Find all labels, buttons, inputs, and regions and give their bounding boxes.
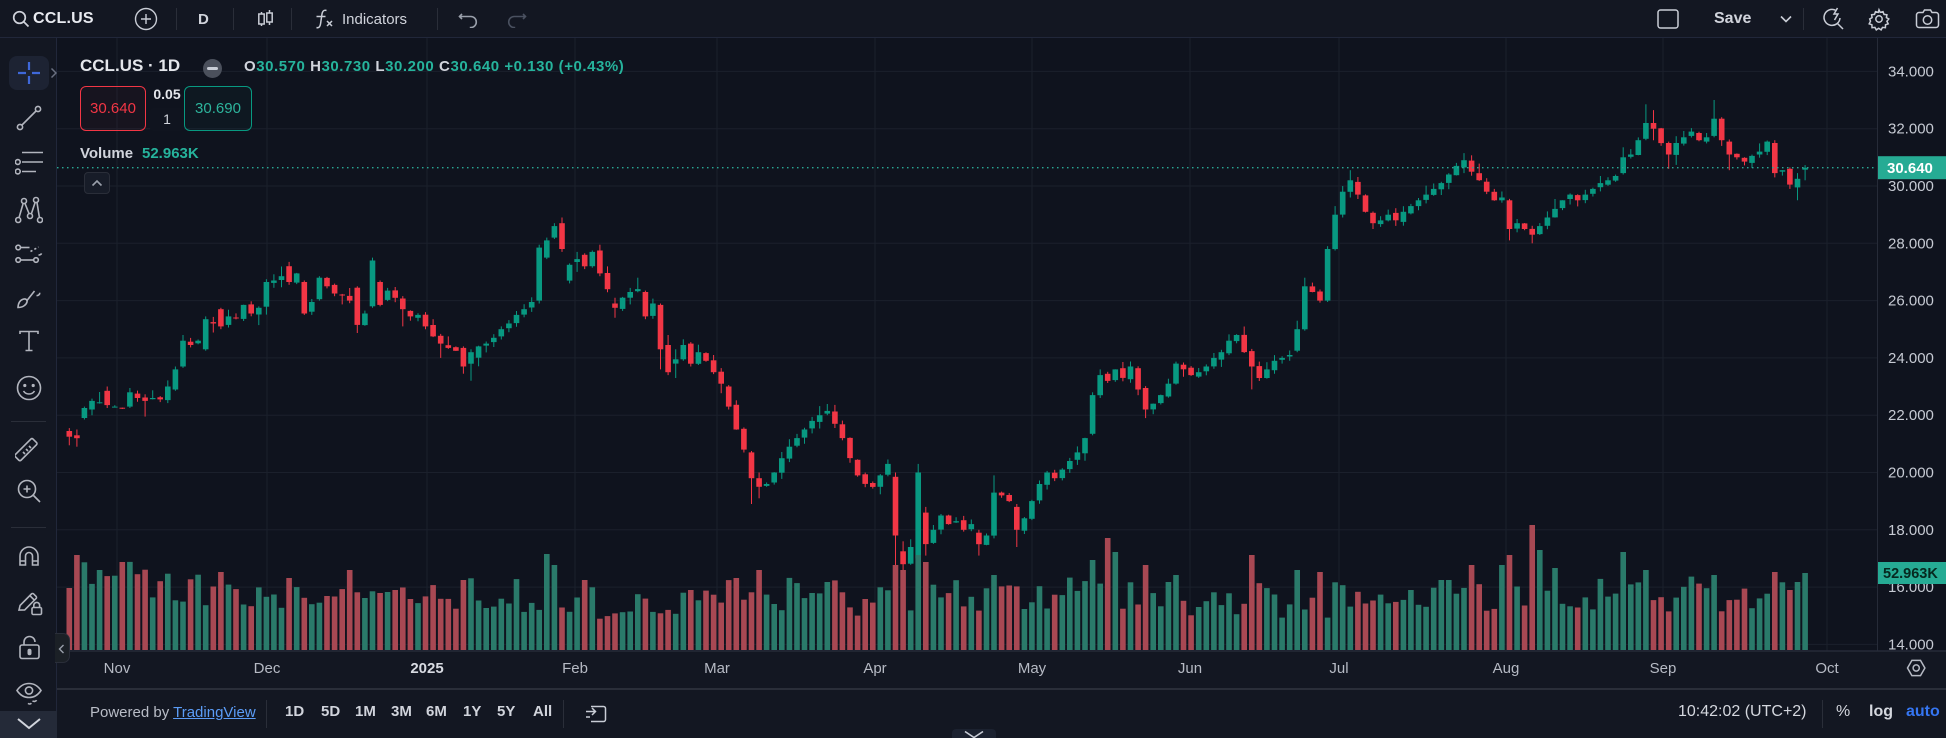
svg-text:Oct: Oct bbox=[1815, 660, 1839, 677]
svg-text:Mar: Mar bbox=[704, 660, 730, 677]
svg-text:Dec: Dec bbox=[254, 660, 281, 677]
svg-text:Aug: Aug bbox=[1493, 660, 1520, 677]
svg-text:34.000: 34.000 bbox=[1888, 63, 1934, 80]
svg-text:2025: 2025 bbox=[410, 660, 443, 677]
svg-text:Jul: Jul bbox=[1329, 660, 1348, 677]
svg-text:30.000: 30.000 bbox=[1888, 178, 1934, 195]
svg-text:52.963K: 52.963K bbox=[1883, 566, 1938, 582]
svg-text:28.000: 28.000 bbox=[1888, 235, 1934, 252]
svg-text:Apr: Apr bbox=[863, 660, 886, 677]
svg-text:30.640: 30.640 bbox=[1887, 160, 1933, 177]
svg-text:May: May bbox=[1018, 660, 1047, 677]
svg-text:14.000: 14.000 bbox=[1888, 636, 1934, 653]
svg-text:20.000: 20.000 bbox=[1888, 465, 1934, 482]
svg-text:Jun: Jun bbox=[1178, 660, 1202, 677]
svg-text:24.000: 24.000 bbox=[1888, 350, 1934, 367]
svg-text:Nov: Nov bbox=[104, 660, 131, 677]
svg-text:22.000: 22.000 bbox=[1888, 407, 1934, 424]
svg-text:26.000: 26.000 bbox=[1888, 293, 1934, 310]
svg-text:Feb: Feb bbox=[562, 660, 588, 677]
svg-text:32.000: 32.000 bbox=[1888, 121, 1934, 138]
svg-text:Sep: Sep bbox=[1650, 660, 1677, 677]
svg-text:18.000: 18.000 bbox=[1888, 522, 1934, 539]
